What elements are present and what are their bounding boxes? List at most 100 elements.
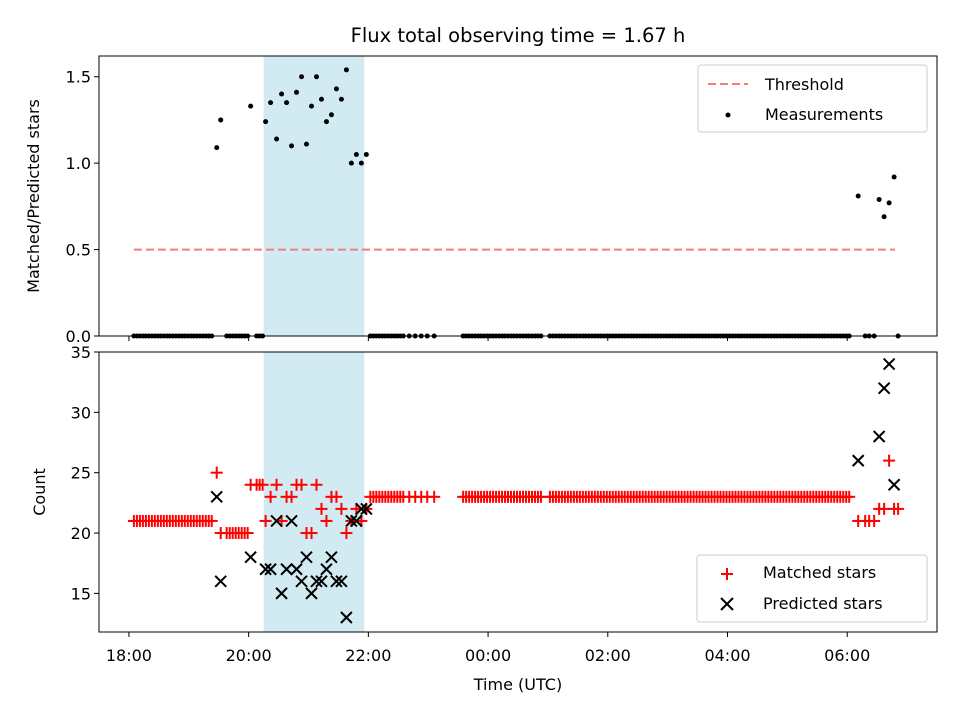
predicted-star-marker xyxy=(877,381,891,395)
top-legend-box xyxy=(697,64,928,133)
matched-star-marker xyxy=(259,514,272,527)
bottom-panel: 15 20 25 30 35 18:00 20:00 22:00 00:00 02:00 04:0… xyxy=(30,343,938,694)
predicted-star-marker xyxy=(305,587,318,600)
measurement-point xyxy=(289,143,295,149)
top-ytick-label: 0.0 xyxy=(66,327,91,346)
predicted-star-marker xyxy=(280,563,293,576)
measurement-point xyxy=(343,67,349,73)
matched-star-marker xyxy=(320,514,333,527)
measurement-point xyxy=(263,119,269,125)
legend-matched-swatch xyxy=(721,568,733,580)
measurement-point xyxy=(304,141,310,147)
predicted-star-marker xyxy=(345,514,358,528)
legend-measurements-swatch xyxy=(725,112,731,118)
bottom-shaded-interval-layer xyxy=(263,352,365,632)
measurement-point xyxy=(333,86,339,92)
predicted-star-marker xyxy=(295,575,308,588)
top-axes-frame xyxy=(98,55,938,337)
predicted-star-marker xyxy=(264,563,277,576)
top-ytick-label: 0.5 xyxy=(66,241,91,260)
measurement-point xyxy=(299,74,305,80)
measurement-point xyxy=(891,174,897,180)
predicted-star-marker xyxy=(325,550,338,564)
matched-star-marker xyxy=(340,527,353,540)
measurement-point xyxy=(313,74,319,80)
xtick-label: 04:00 xyxy=(704,646,750,665)
measurement-point xyxy=(855,193,861,199)
measurement-point xyxy=(268,100,274,106)
predicted-star-marker xyxy=(350,514,363,528)
top-panel: 0.0 0.5 1.0 1.5 Flux total observing time =… xyxy=(24,24,938,346)
predicted-star-marker xyxy=(851,454,865,467)
bottom-legend: Matched stars Predicted stars xyxy=(696,554,928,623)
legend-predicted-label: Predicted stars xyxy=(763,594,883,613)
predicted-star-marker xyxy=(310,575,323,588)
measurement-point xyxy=(248,103,254,109)
predicted-star-marker xyxy=(270,514,283,528)
matched-star-marker xyxy=(428,490,441,503)
legend-matched-label: Matched stars xyxy=(763,563,876,582)
chart-title: Flux total observing time = 1.67 h xyxy=(351,24,686,47)
matched-star-marker xyxy=(295,478,308,491)
top-data-layer xyxy=(131,67,901,339)
legend-measurements-label: Measurements xyxy=(765,105,883,124)
measurement-point xyxy=(218,117,224,123)
predicted-star-marker xyxy=(335,575,348,588)
measurement-point xyxy=(353,152,359,158)
measurement-point xyxy=(363,152,369,158)
predicted-star-marker xyxy=(214,575,227,588)
predicted-star-marker xyxy=(275,587,288,600)
shaded-interval xyxy=(263,352,365,632)
measurement-point xyxy=(358,160,364,166)
predicted-star-marker xyxy=(285,514,298,528)
measurement-point xyxy=(294,89,300,95)
measurement-point xyxy=(318,96,324,102)
matched-star-marker xyxy=(241,527,254,540)
xtick-label: 22:00 xyxy=(345,646,391,665)
bottom-data-layer xyxy=(127,357,905,624)
predicted-star-marker xyxy=(330,575,343,588)
matched-star-marker xyxy=(843,490,856,503)
measurement-point xyxy=(886,200,892,206)
predicted-star-marker xyxy=(355,502,368,516)
xtick-label: 20:00 xyxy=(226,646,272,665)
matched-star-marker xyxy=(264,490,277,503)
predicted-star-marker xyxy=(259,563,272,576)
measurement-point xyxy=(348,160,354,166)
top-x-axis-ticks xyxy=(128,336,848,341)
bottom-ytick-label: 25 xyxy=(71,464,91,483)
predicted-star-marker xyxy=(300,550,313,564)
predicted-star-marker xyxy=(882,357,896,371)
xtick-label: 06:00 xyxy=(824,646,870,665)
measurement-point xyxy=(308,103,314,109)
bottom-legend-box xyxy=(696,554,928,623)
matched-star-marker xyxy=(305,527,318,540)
bottom-ytick-label: 30 xyxy=(71,403,91,422)
measurement-point xyxy=(284,100,290,106)
shaded-interval xyxy=(263,56,365,336)
measurement-point xyxy=(323,119,329,125)
matched-star-marker xyxy=(330,490,343,503)
xtick-label: 18:00 xyxy=(106,646,152,665)
measurement-point xyxy=(279,91,285,97)
matched-star-marker xyxy=(256,478,269,491)
bottom-ytick-label: 20 xyxy=(71,524,91,543)
xtick-label: 02:00 xyxy=(585,646,631,665)
matched-star-marker xyxy=(285,490,298,503)
bottom-ytick-label: 15 xyxy=(71,584,91,603)
top-legend: Threshold Measurements xyxy=(697,64,928,133)
bottom-y-axis-ticks: 15 20 25 30 35 xyxy=(71,343,99,603)
predicted-star-marker xyxy=(210,490,223,504)
top-shaded-interval-layer xyxy=(263,56,365,336)
top-y-axis-label: Matched/Predicted stars xyxy=(24,99,43,293)
bottom-x-axis-ticks: 18:00 20:00 22:00 00:00 02:00 04:00 06:00 xyxy=(106,632,870,665)
x-axis-label: Time (UTC) xyxy=(473,675,562,694)
top-ytick-label: 1.5 xyxy=(66,68,91,87)
measurement-point xyxy=(328,112,334,118)
matched-star-marker xyxy=(315,502,328,515)
predicted-star-marker xyxy=(244,550,257,564)
predicted-star-marker xyxy=(315,575,328,588)
predicted-star-marker xyxy=(360,502,373,516)
matched-star-marker xyxy=(210,466,223,479)
